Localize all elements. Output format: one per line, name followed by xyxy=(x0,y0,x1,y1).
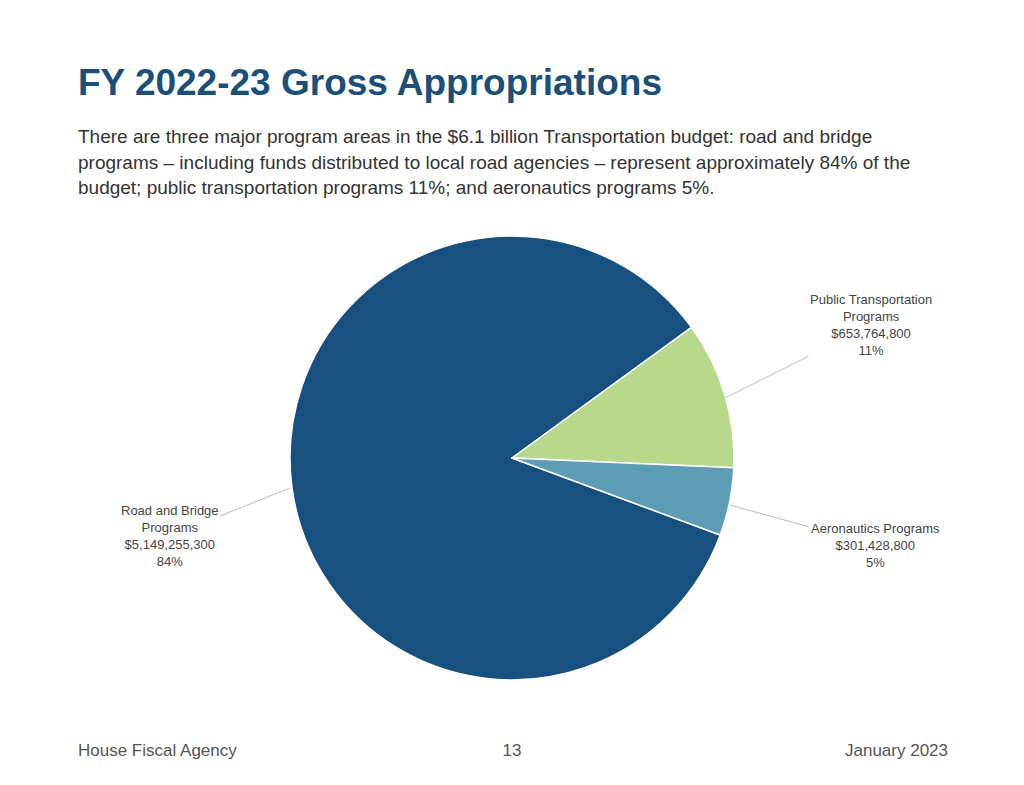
html-text:13: 13 xyxy=(502,741,522,760)
html-text:FY 2022-23 Gross Appropriation: FY 2022-23 Gross Appropriations xyxy=(78,62,662,103)
html-text:There are three major program: There are three major program areas in t… xyxy=(78,126,911,198)
svg-text:Road and BridgePrograms$5,149,: Road and BridgePrograms$5,149,255,30084% xyxy=(121,503,219,569)
html-text:House Fiscal Agency: House Fiscal Agency xyxy=(78,741,237,760)
svg-text:Public TransportationPrograms$: Public TransportationPrograms$653,764,80… xyxy=(810,292,932,358)
svg-text:Aeronautics Programs$301,428,8: Aeronautics Programs$301,428,8005% xyxy=(811,521,940,570)
html-text:January 2023: January 2023 xyxy=(845,741,948,760)
